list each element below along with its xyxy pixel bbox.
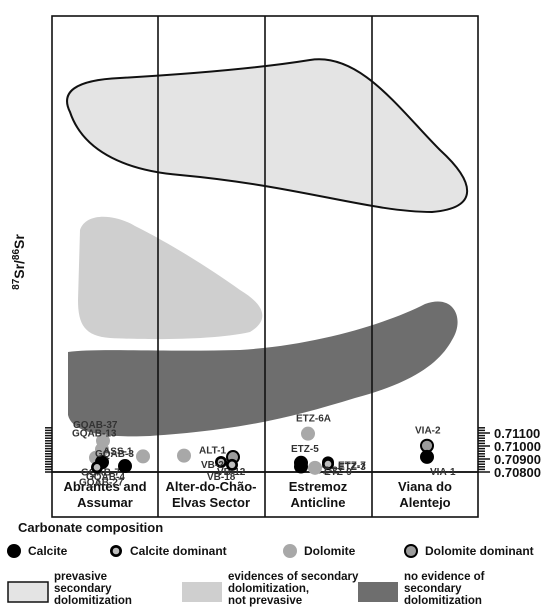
calcite-dominant-core <box>228 461 236 469</box>
legend-area-label: no evidence of <box>404 571 485 583</box>
legend-area-swatch <box>358 582 398 602</box>
point-label: VIA-1 <box>430 467 456 478</box>
point-label: ETZ-5 <box>291 444 319 455</box>
legend-area-label: prevasive <box>54 571 107 583</box>
data-point <box>420 438 434 453</box>
point-label: ETZ-7 <box>338 460 366 471</box>
data-point <box>308 460 322 475</box>
legend-marker-label: Dolomite dominant <box>425 544 534 558</box>
legend-marker <box>404 544 418 558</box>
point-label: ETZ-6A <box>296 414 331 425</box>
dolomite-marker <box>308 460 322 475</box>
point-label: ETZ-3 <box>338 462 366 473</box>
dolomite-marker <box>136 449 150 464</box>
legend-area-label: secondary <box>54 583 112 595</box>
y-tick-label: 0.71100 <box>494 426 540 441</box>
legend-marker-label: Dolomite <box>304 544 356 558</box>
point-label: ASS-1 <box>103 446 133 457</box>
legend-area-label: dolomitization <box>54 595 132 607</box>
data-point <box>136 449 150 464</box>
field-prevasive <box>66 58 469 214</box>
point-label: ALT-1 <box>199 446 226 457</box>
data-point <box>177 448 191 463</box>
point-label: GQAB-37 <box>73 420 118 431</box>
data-point <box>420 449 434 464</box>
category-label-3-l2: Alentejo <box>399 495 450 510</box>
legend-area-label: secondary <box>404 583 462 595</box>
category-box <box>51 471 479 518</box>
y-tick-label: 0.70900 <box>494 452 541 467</box>
point-label: VIA-2 <box>415 426 441 437</box>
legend-area-label: dolomitization <box>404 595 482 607</box>
category-label-1-l1: Alter-do-Chão- <box>166 479 257 494</box>
point-label: GQAB-27 <box>79 477 124 488</box>
data-point <box>226 458 238 471</box>
legend-areas: prevasivesecondarydolomitizationevidence… <box>7 571 485 607</box>
legend-marker-label: Calcite <box>28 544 68 558</box>
point-label: GQAB-3 <box>95 449 134 460</box>
data-point <box>215 455 227 468</box>
legend-marker <box>283 544 297 558</box>
field-evidences <box>78 216 263 340</box>
dolomite-dominant-core <box>421 440 433 451</box>
point-label: ETZ-9 <box>324 467 352 478</box>
calcite-dominant-core <box>93 464 101 471</box>
legend-area-swatch <box>182 582 222 602</box>
category-label-1-l2: Elvas Sector <box>172 495 250 510</box>
legend-markers: Calcite Calcite dominant Dolomite Dolomite … <box>7 544 534 558</box>
data-point <box>322 458 334 471</box>
y-axis-label: 87Sr/86Sr <box>11 234 27 290</box>
calcite-marker <box>294 459 308 474</box>
dolomite-dominant-core <box>405 545 417 557</box>
category-label-0-l2: Assumar <box>77 495 133 510</box>
point-label: VB-2 <box>201 460 224 471</box>
category-labels: Abrantes and Assumar Alter-do-Chão- Elva… <box>63 479 452 510</box>
legend-area-label: evidences of secondary <box>228 571 359 583</box>
calcite-dominant-core <box>324 460 332 468</box>
category-label-0-l1: Abrantes and <box>63 479 146 494</box>
calcite-marker <box>420 449 434 464</box>
data-points: GQAB-37 ETZ-6A VIA-2 GQAB-13 ASS-1 GQAB-7 ALT-… <box>72 414 456 489</box>
point-label: GQAB-7 <box>81 468 120 479</box>
field-none <box>68 301 458 437</box>
point-label: ETZ-2 <box>310 466 338 477</box>
legend-marker <box>110 545 122 557</box>
calcite-marker <box>7 544 21 558</box>
dolomite-marker <box>283 544 297 558</box>
dolomite-marker <box>177 448 191 463</box>
point-label: VB-18 <box>207 472 236 483</box>
point-label: VB-12 <box>217 467 246 478</box>
calcite-dominant-core <box>112 547 120 555</box>
legend-area-label: dolomitization, <box>228 583 309 595</box>
legend-title: Carbonate composition <box>18 520 163 535</box>
calcite-dominant-core <box>217 458 225 466</box>
category-label-3-l1: Viana do <box>398 479 452 494</box>
category-label-2-l2: Anticline <box>291 495 346 510</box>
data-point <box>118 459 132 474</box>
point-label: GQAB-13 <box>72 429 117 440</box>
legend-area-swatch <box>7 581 49 603</box>
y-tick-label: 0.71000 <box>494 439 541 454</box>
legend-marker-label: Calcite dominant <box>130 544 227 558</box>
data-point <box>301 426 315 441</box>
category-label-2-l1: Estremoz <box>289 479 348 494</box>
y-tick-label: 0.70800 <box>494 465 541 480</box>
data-point <box>294 459 308 474</box>
legend-area-label: not prevasive <box>228 595 302 607</box>
legend-marker <box>7 544 21 558</box>
dolomite-marker <box>301 426 315 441</box>
data-point <box>91 461 103 474</box>
calcite-marker <box>118 459 132 474</box>
point-label: GQAB-4 <box>86 472 125 483</box>
